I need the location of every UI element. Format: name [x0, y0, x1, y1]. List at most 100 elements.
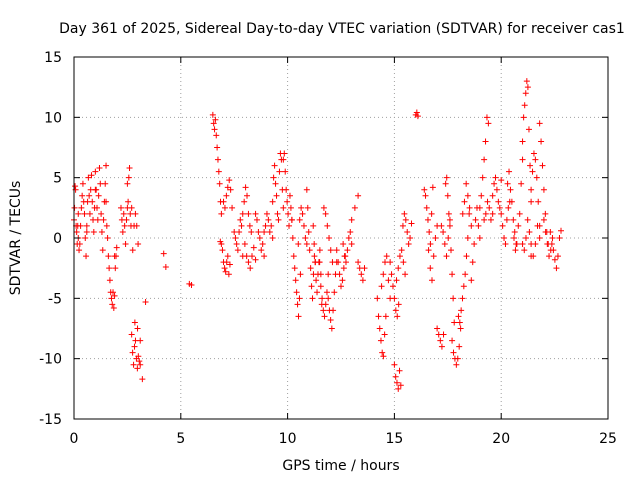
data-point [389, 283, 396, 290]
data-point [94, 204, 101, 211]
data-point [219, 247, 226, 254]
data-point [111, 292, 118, 299]
data-point [468, 222, 475, 229]
data-point [106, 265, 113, 272]
data-point [221, 204, 228, 211]
data-point [487, 216, 494, 223]
data-point [131, 319, 138, 326]
data-point [375, 313, 382, 320]
data-point [483, 114, 490, 121]
data-point [400, 259, 407, 266]
data-point [423, 204, 430, 211]
data-point [86, 210, 93, 217]
y-tick-label: -5 [48, 291, 62, 307]
data-point [460, 283, 467, 290]
data-point [387, 259, 394, 266]
data-point [223, 192, 230, 199]
data-point [310, 222, 317, 229]
data-point [284, 198, 291, 205]
data-point [314, 289, 321, 296]
data-point [103, 222, 110, 229]
y-tick-label: 0 [53, 231, 62, 247]
data-point [548, 241, 555, 248]
data-point [325, 271, 332, 278]
data-point [160, 250, 167, 257]
data-point [391, 361, 398, 368]
data-point [432, 235, 439, 241]
y-tick-label: 5 [53, 171, 62, 187]
data-point [293, 289, 300, 296]
data-point [495, 198, 502, 205]
data-point [398, 247, 405, 254]
data-point [75, 210, 82, 217]
data-point [316, 259, 323, 266]
data-point [511, 235, 518, 241]
data-point [539, 162, 546, 169]
data-point [188, 282, 195, 289]
data-point [426, 228, 433, 235]
data-point [286, 222, 293, 229]
data-point [377, 337, 384, 344]
data-point [110, 289, 117, 296]
data-point [402, 271, 409, 278]
data-point [227, 186, 234, 193]
data-point [556, 235, 563, 241]
data-point [222, 268, 229, 275]
data-point [226, 261, 233, 268]
data-point [513, 241, 520, 248]
data-point [112, 265, 119, 272]
data-point [427, 265, 434, 272]
data-point [523, 78, 530, 85]
data-point [339, 277, 346, 284]
data-point [382, 313, 389, 320]
data-point [273, 192, 280, 199]
data-point [429, 184, 436, 191]
data-point [381, 331, 388, 338]
data-point [292, 277, 299, 284]
data-point [238, 222, 245, 229]
data-point [302, 235, 309, 241]
data-point [361, 265, 368, 272]
data-point [414, 113, 421, 120]
data-point [323, 289, 330, 296]
data-point [133, 222, 140, 229]
data-point [405, 241, 412, 248]
data-point [441, 241, 448, 248]
data-point [395, 301, 402, 308]
data-point [221, 265, 228, 272]
data-point [481, 216, 488, 223]
data-point [298, 204, 305, 211]
data-point [392, 307, 399, 314]
data-point [554, 253, 561, 260]
data-point [92, 168, 99, 175]
data-point [252, 210, 259, 217]
data-point [290, 253, 297, 260]
data-point [380, 353, 387, 360]
data-point [391, 295, 398, 302]
data-point [428, 277, 435, 284]
data-point [294, 301, 301, 308]
data-point [317, 271, 324, 278]
data-point [317, 283, 324, 290]
data-point [328, 325, 335, 332]
data-point [256, 235, 263, 241]
data-point [510, 216, 517, 223]
data-points [71, 78, 565, 392]
data-point [449, 271, 456, 278]
data-point [78, 204, 85, 211]
data-point [261, 228, 268, 235]
data-point [393, 277, 400, 284]
data-point [327, 247, 334, 254]
data-point [327, 317, 334, 324]
data-point [320, 204, 327, 211]
data-point [244, 192, 251, 199]
data-point [438, 222, 445, 229]
data-point [448, 247, 455, 254]
data-point [511, 228, 518, 235]
data-point [104, 235, 111, 241]
data-point [220, 198, 227, 205]
data-point [540, 186, 547, 193]
data-point [535, 198, 542, 205]
data-point [506, 168, 513, 175]
data-point [90, 228, 97, 235]
